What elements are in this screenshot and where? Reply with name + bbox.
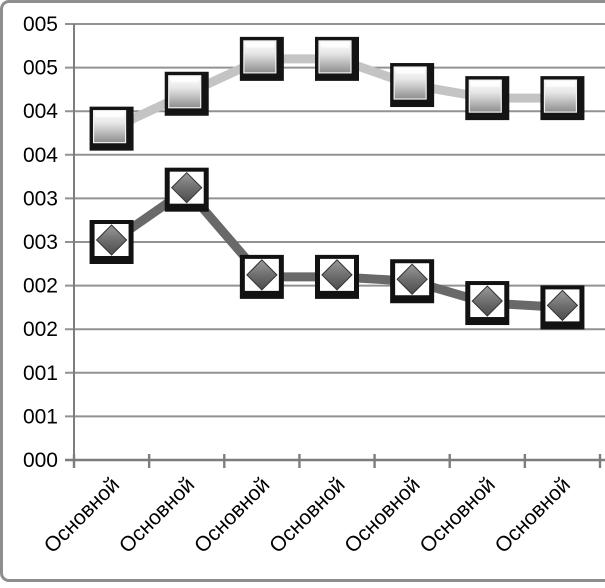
y-axis-tick-label: 005	[23, 57, 58, 80]
x-axis-category-label: Основной	[340, 473, 424, 557]
square-marker-icon	[465, 76, 510, 121]
y-axis-tick-label: 004	[23, 144, 58, 167]
x-axis-category-label: Основной	[190, 473, 274, 557]
y-axis-tick-label: 004	[23, 100, 58, 123]
y-axis-tick-label: 000	[23, 449, 58, 472]
square-marker-icon	[390, 63, 435, 108]
y-axis-tick-label: 005	[23, 13, 58, 36]
y-axis-tick-label: 002	[23, 318, 58, 341]
y-axis-tick-label: 001	[23, 362, 58, 385]
diamond-marker-icon	[239, 254, 284, 299]
y-axis-tick-label: 001	[23, 405, 58, 428]
square-marker-icon	[315, 36, 359, 81]
diamond-marker-icon	[540, 285, 585, 330]
diamond-marker-icon	[465, 281, 510, 326]
x-axis-category-label: Основной	[40, 473, 124, 557]
y-axis-tick-label: 003	[23, 187, 58, 210]
square-marker-icon	[540, 76, 585, 121]
square-marker-icon	[239, 36, 284, 81]
x-axis-category-label: Основной	[265, 473, 349, 557]
diamond-marker-icon	[390, 259, 435, 304]
x-axis-category-label: Основной	[491, 473, 575, 557]
square-marker-icon	[164, 71, 209, 116]
x-axis-category-label: Основной	[115, 473, 199, 557]
diamond-marker-icon	[164, 167, 209, 212]
y-axis-tick-label: 003	[23, 231, 58, 254]
diamond-marker-icon	[315, 254, 359, 299]
diamond-marker-icon	[89, 220, 134, 264]
square-marker-icon	[89, 106, 134, 151]
y-axis-tick-label: 002	[23, 275, 58, 298]
x-axis-category-label: Основной	[415, 473, 499, 557]
